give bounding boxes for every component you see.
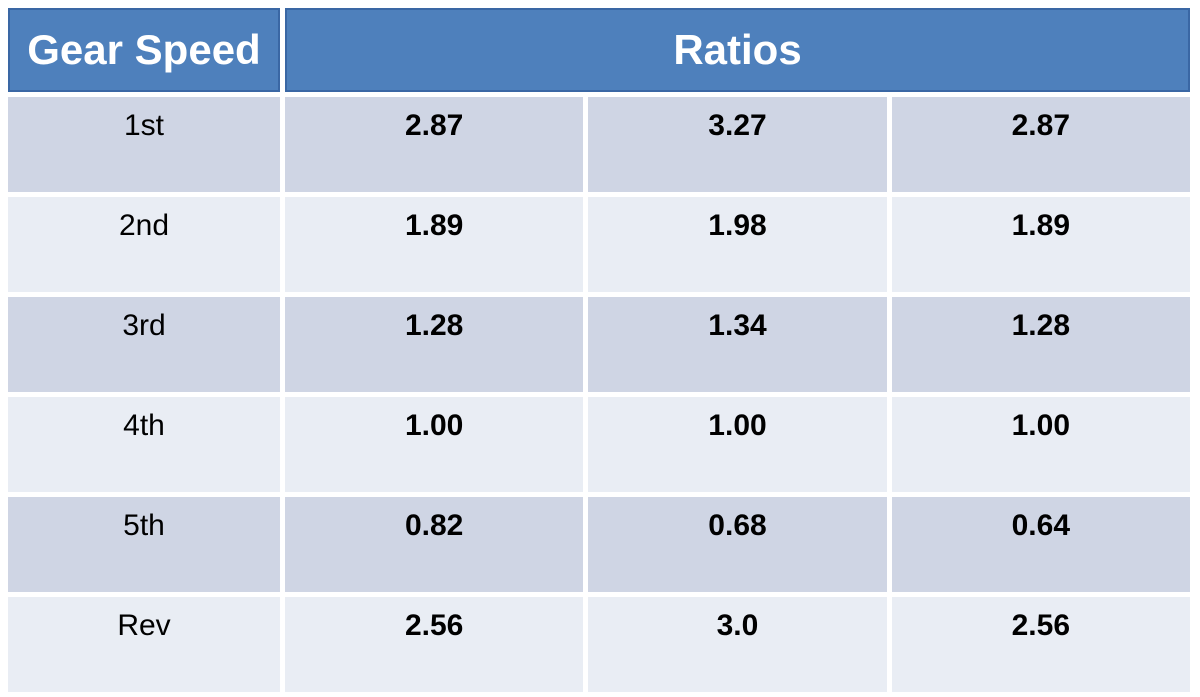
table-row: 1st 2.87 3.27 2.87 xyxy=(8,97,1190,192)
ratio-cell: 3.27 xyxy=(588,97,887,192)
ratio-cell: 1.00 xyxy=(588,397,887,492)
table-row: 2nd 1.89 1.98 1.89 xyxy=(8,197,1190,292)
ratio-cell: 1.00 xyxy=(891,397,1190,492)
header-row: Gear Speed Ratios xyxy=(8,8,1190,92)
gear-cell: Rev xyxy=(8,597,280,692)
ratio-cell: 1.28 xyxy=(891,297,1190,392)
ratio-cell: 2.56 xyxy=(891,597,1190,692)
table-row: Rev 2.56 3.0 2.56 xyxy=(8,597,1190,692)
ratio-cell: 2.56 xyxy=(285,597,584,692)
ratio-cell: 2.87 xyxy=(891,97,1190,192)
ratio-cell: 1.89 xyxy=(891,197,1190,292)
ratio-cell: 1.28 xyxy=(285,297,584,392)
ratio-cell: 1.89 xyxy=(285,197,584,292)
ratio-cell: 0.68 xyxy=(588,497,887,592)
ratio-cell: 1.34 xyxy=(588,297,887,392)
gear-cell: 4th xyxy=(8,397,280,492)
table-body: 1st 2.87 3.27 2.87 2nd 1.89 1.98 1.89 3rd 1.28 1.3… xyxy=(8,97,1190,692)
ratio-cell: 0.82 xyxy=(285,497,584,592)
ratio-cell: 3.0 xyxy=(588,597,887,692)
ratio-cell: 0.64 xyxy=(891,497,1190,592)
header-ratios: Ratios xyxy=(285,8,1190,92)
slide-canvas: Gear Speed Ratios 1st 2.87 3.27 2.87 2nd 1.89… xyxy=(0,3,1200,692)
table-row: 3rd 1.28 1.34 1.28 xyxy=(8,297,1190,392)
ratio-cell: 2.87 xyxy=(285,97,584,192)
gear-cell: 2nd xyxy=(8,197,280,292)
gear-ratios-table: Gear Speed Ratios 1st 2.87 3.27 2.87 2nd 1.89… xyxy=(3,3,1195,697)
table-row: 4th 1.00 1.00 1.00 xyxy=(8,397,1190,492)
gear-cell: 5th xyxy=(8,497,280,592)
gear-cell: 3rd xyxy=(8,297,280,392)
table-row: 5th 0.82 0.68 0.64 xyxy=(8,497,1190,592)
gear-cell: 1st xyxy=(8,97,280,192)
ratio-cell: 1.00 xyxy=(285,397,584,492)
ratio-cell: 1.98 xyxy=(588,197,887,292)
header-gear-speed: Gear Speed xyxy=(8,8,280,92)
